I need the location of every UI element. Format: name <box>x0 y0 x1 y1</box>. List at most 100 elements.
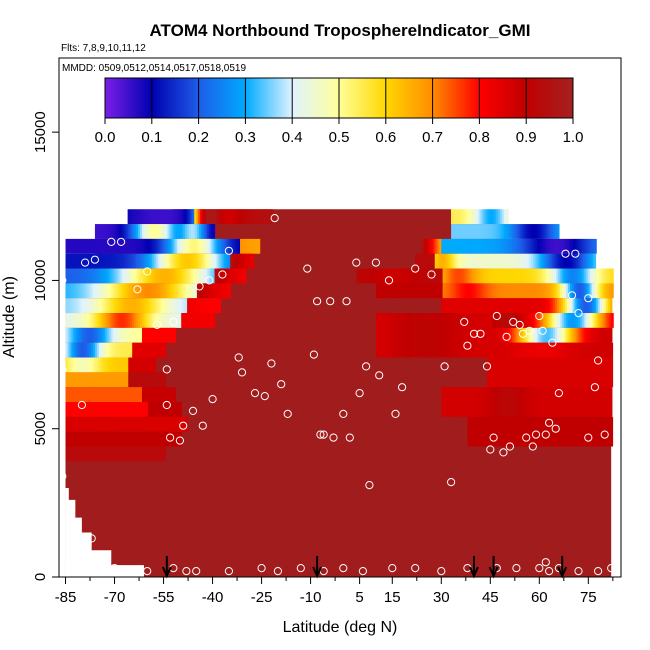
observation-point <box>388 564 397 573</box>
band-s-8900 <box>65 298 222 314</box>
band-s-10400 <box>65 253 255 269</box>
observation-point <box>152 320 162 329</box>
observation-point <box>545 567 554 576</box>
observation-point <box>545 418 554 427</box>
observation-point <box>319 430 328 439</box>
observation-point <box>375 371 384 380</box>
observation-point <box>303 264 312 273</box>
colorbar-tick-label: 0.5 <box>329 129 350 146</box>
profile-arrows <box>161 556 568 579</box>
band-n-10400 <box>415 253 597 269</box>
colorbar-tick-label: 0.6 <box>375 129 396 146</box>
observation-point <box>574 309 583 318</box>
colorbar-tick-label: 0.7 <box>422 129 443 146</box>
observation-point <box>218 270 227 279</box>
profile-arrow <box>469 556 479 579</box>
observation-point <box>329 433 338 442</box>
observation-point <box>365 481 374 490</box>
band-n-11900 <box>451 209 509 225</box>
observation-point <box>391 409 400 418</box>
observation-point <box>133 285 142 294</box>
dates-subtitle: MMDD: 0509,0512,0514,0517,0518,0519 <box>62 63 246 74</box>
band-n-8900 <box>441 298 613 314</box>
observation-point <box>584 294 593 303</box>
observation-point <box>590 383 600 392</box>
band-n-6400 <box>487 357 614 388</box>
observation-point <box>482 362 492 371</box>
observation-point <box>531 430 541 439</box>
x-axis: -85 -70 -55 -40 -25 -10 5 15 30 45 60 75 <box>55 577 614 606</box>
observation-point <box>59 276 67 285</box>
observation-point <box>296 564 305 573</box>
observation-point <box>175 436 184 445</box>
band-n-9900 <box>356 268 614 284</box>
observation-point <box>355 389 364 398</box>
observation-point <box>525 326 534 335</box>
observation-point <box>162 400 171 410</box>
band-s-7900 <box>65 327 176 343</box>
observation-point <box>411 564 420 573</box>
observation-point <box>179 421 188 430</box>
y-tick-label: 15000 <box>32 111 49 153</box>
observation-point <box>182 567 191 576</box>
y-axis-label: Altitude (m) <box>1 276 18 358</box>
colorbar-tick-label: 0.2 <box>188 129 209 146</box>
observation-point <box>188 406 198 415</box>
x-tick-label: -85 <box>55 589 77 606</box>
observation-point <box>107 237 116 246</box>
observation-point <box>528 442 537 451</box>
observation-point <box>224 246 233 255</box>
observation-point <box>492 311 501 321</box>
observation-point <box>313 297 322 306</box>
band-s-11900 <box>127 209 274 225</box>
observation-point <box>411 264 420 273</box>
observation-point <box>538 326 547 335</box>
y-tick-label: 5000 <box>32 412 49 445</box>
observation-point <box>77 400 87 410</box>
observation-point <box>59 365 67 374</box>
profile-arrow <box>161 556 172 579</box>
observation-point <box>518 329 528 338</box>
x-tick-label: 75 <box>580 589 597 606</box>
observation-point <box>166 433 175 442</box>
observation-point <box>437 567 446 576</box>
observation-point <box>195 282 204 291</box>
observation-point <box>208 395 217 404</box>
observation-point <box>267 359 276 368</box>
observation-point <box>352 258 361 267</box>
profile-arrow <box>312 556 323 579</box>
observation-point <box>316 430 325 439</box>
observation-point <box>257 564 266 573</box>
observation-point <box>169 317 178 326</box>
observation-point <box>224 567 233 576</box>
band-s-10900 <box>65 238 261 254</box>
observation-point <box>59 472 67 481</box>
chart-title: ATOM4 Northbound TroposphereIndicator_GM… <box>150 21 531 40</box>
observation-point <box>143 567 152 576</box>
observation-point <box>345 433 354 442</box>
observation-point <box>541 558 550 567</box>
band-n-10900 <box>421 238 597 254</box>
band-n-mid <box>375 313 493 358</box>
x-tick-label: 15 <box>384 589 401 606</box>
observation-point <box>309 350 318 359</box>
band-s-5900 <box>65 387 176 403</box>
y-axis: 0 5000 10000 15000 <box>32 111 59 581</box>
x-tick-label: -70 <box>104 589 126 606</box>
band-s-6400 <box>65 372 167 388</box>
observation-point <box>339 564 348 573</box>
observation-point <box>283 409 292 418</box>
colorbar-tick-label: 0.1 <box>141 129 162 146</box>
band-s-5400 <box>65 402 182 417</box>
observation-point <box>371 258 380 267</box>
observation-point <box>594 567 603 576</box>
observation-point <box>362 362 371 371</box>
profile-arrow <box>557 556 568 579</box>
band-s-8400 <box>65 313 216 328</box>
colorbar-tick-label: 0.4 <box>282 129 303 146</box>
band-n-9400 <box>375 283 614 299</box>
observation-point <box>61 567 70 576</box>
x-tick-label: 30 <box>433 589 450 606</box>
